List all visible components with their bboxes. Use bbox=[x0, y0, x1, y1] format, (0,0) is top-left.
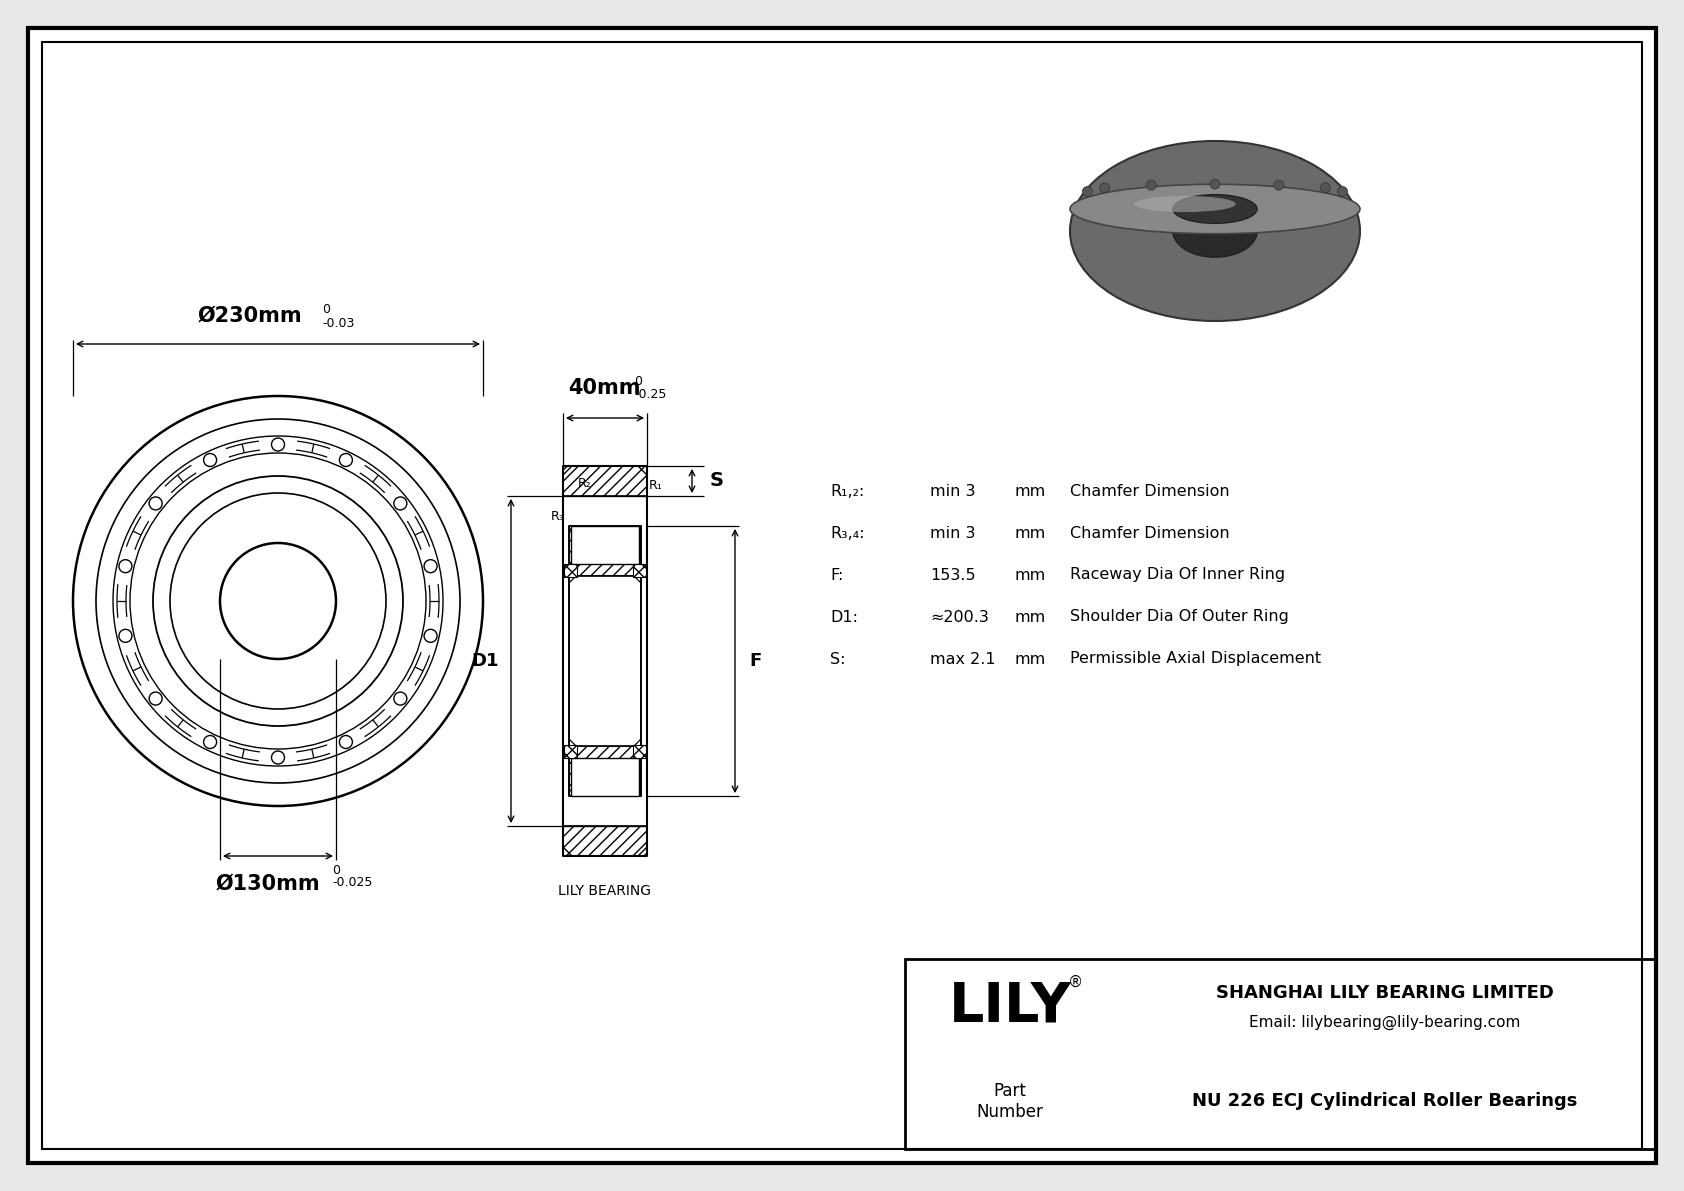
Bar bbox=[564, 746, 578, 757]
Text: R₃: R₃ bbox=[551, 510, 564, 523]
Text: LILY: LILY bbox=[948, 979, 1071, 1034]
Ellipse shape bbox=[1174, 205, 1256, 257]
Text: 153.5: 153.5 bbox=[930, 567, 975, 582]
Bar bbox=[562, 466, 647, 495]
Text: NU 226 ECJ Cylindrical Roller Bearings: NU 226 ECJ Cylindrical Roller Bearings bbox=[1192, 1092, 1578, 1110]
Text: S: S bbox=[711, 472, 724, 491]
Text: 0: 0 bbox=[322, 303, 330, 316]
Text: R₃,₄:: R₃,₄: bbox=[830, 525, 864, 541]
Text: Chamfer Dimension: Chamfer Dimension bbox=[1069, 484, 1229, 499]
Text: R₁: R₁ bbox=[648, 479, 663, 492]
Text: ≈200.3: ≈200.3 bbox=[930, 610, 989, 624]
Ellipse shape bbox=[1135, 195, 1236, 212]
Text: Ø130mm: Ø130mm bbox=[216, 874, 320, 894]
Text: Part
Number: Part Number bbox=[977, 1083, 1044, 1121]
Text: 0: 0 bbox=[633, 375, 642, 388]
Text: max 2.1: max 2.1 bbox=[930, 651, 995, 667]
Bar bbox=[562, 827, 647, 856]
Bar bbox=[569, 526, 642, 576]
Bar bbox=[633, 565, 647, 576]
Text: min 3: min 3 bbox=[930, 484, 975, 499]
Circle shape bbox=[1147, 180, 1157, 191]
Bar bbox=[633, 746, 647, 757]
Text: R₄: R₄ bbox=[569, 531, 584, 544]
Text: Email: lilybearing@lily-bearing.com: Email: lilybearing@lily-bearing.com bbox=[1250, 1015, 1521, 1030]
Ellipse shape bbox=[1069, 141, 1361, 322]
Bar bbox=[904, 959, 1655, 1149]
Text: LILY BEARING: LILY BEARING bbox=[559, 884, 652, 898]
Text: mm: mm bbox=[1015, 484, 1046, 499]
Circle shape bbox=[1100, 182, 1110, 193]
Text: Permissible Axial Displacement: Permissible Axial Displacement bbox=[1069, 651, 1322, 667]
Text: -0.25: -0.25 bbox=[633, 388, 667, 401]
Text: D1: D1 bbox=[472, 651, 498, 671]
Text: SHANGHAI LILY BEARING LIMITED: SHANGHAI LILY BEARING LIMITED bbox=[1216, 984, 1554, 1002]
Circle shape bbox=[1083, 187, 1093, 197]
Text: ®: ® bbox=[1068, 975, 1083, 990]
Bar bbox=[564, 565, 578, 576]
Text: Raceway Dia Of Inner Ring: Raceway Dia Of Inner Ring bbox=[1069, 567, 1285, 582]
Text: -0.025: -0.025 bbox=[332, 877, 372, 888]
Text: S:: S: bbox=[830, 651, 845, 667]
Text: Shoulder Dia Of Outer Ring: Shoulder Dia Of Outer Ring bbox=[1069, 610, 1288, 624]
Bar bbox=[571, 526, 638, 565]
Text: F: F bbox=[749, 651, 761, 671]
Circle shape bbox=[1211, 179, 1219, 189]
Bar bbox=[569, 746, 642, 796]
Circle shape bbox=[1320, 182, 1330, 193]
Text: F:: F: bbox=[830, 567, 844, 582]
Text: 0: 0 bbox=[332, 863, 340, 877]
Text: 40mm: 40mm bbox=[568, 378, 640, 398]
Text: R₁,₂:: R₁,₂: bbox=[830, 484, 864, 499]
Text: mm: mm bbox=[1015, 525, 1046, 541]
Ellipse shape bbox=[1174, 194, 1256, 224]
Text: mm: mm bbox=[1015, 610, 1046, 624]
Bar bbox=[569, 576, 642, 746]
Text: Ø230mm: Ø230mm bbox=[197, 306, 303, 326]
Text: mm: mm bbox=[1015, 651, 1046, 667]
Text: mm: mm bbox=[1015, 567, 1046, 582]
Text: D1:: D1: bbox=[830, 610, 859, 624]
Bar bbox=[571, 757, 638, 796]
Circle shape bbox=[1273, 180, 1283, 191]
Ellipse shape bbox=[1069, 185, 1361, 233]
Text: -0.03: -0.03 bbox=[322, 317, 354, 330]
Circle shape bbox=[1337, 187, 1347, 197]
Text: min 3: min 3 bbox=[930, 525, 975, 541]
Text: Chamfer Dimension: Chamfer Dimension bbox=[1069, 525, 1229, 541]
Text: R₂: R₂ bbox=[578, 478, 591, 490]
